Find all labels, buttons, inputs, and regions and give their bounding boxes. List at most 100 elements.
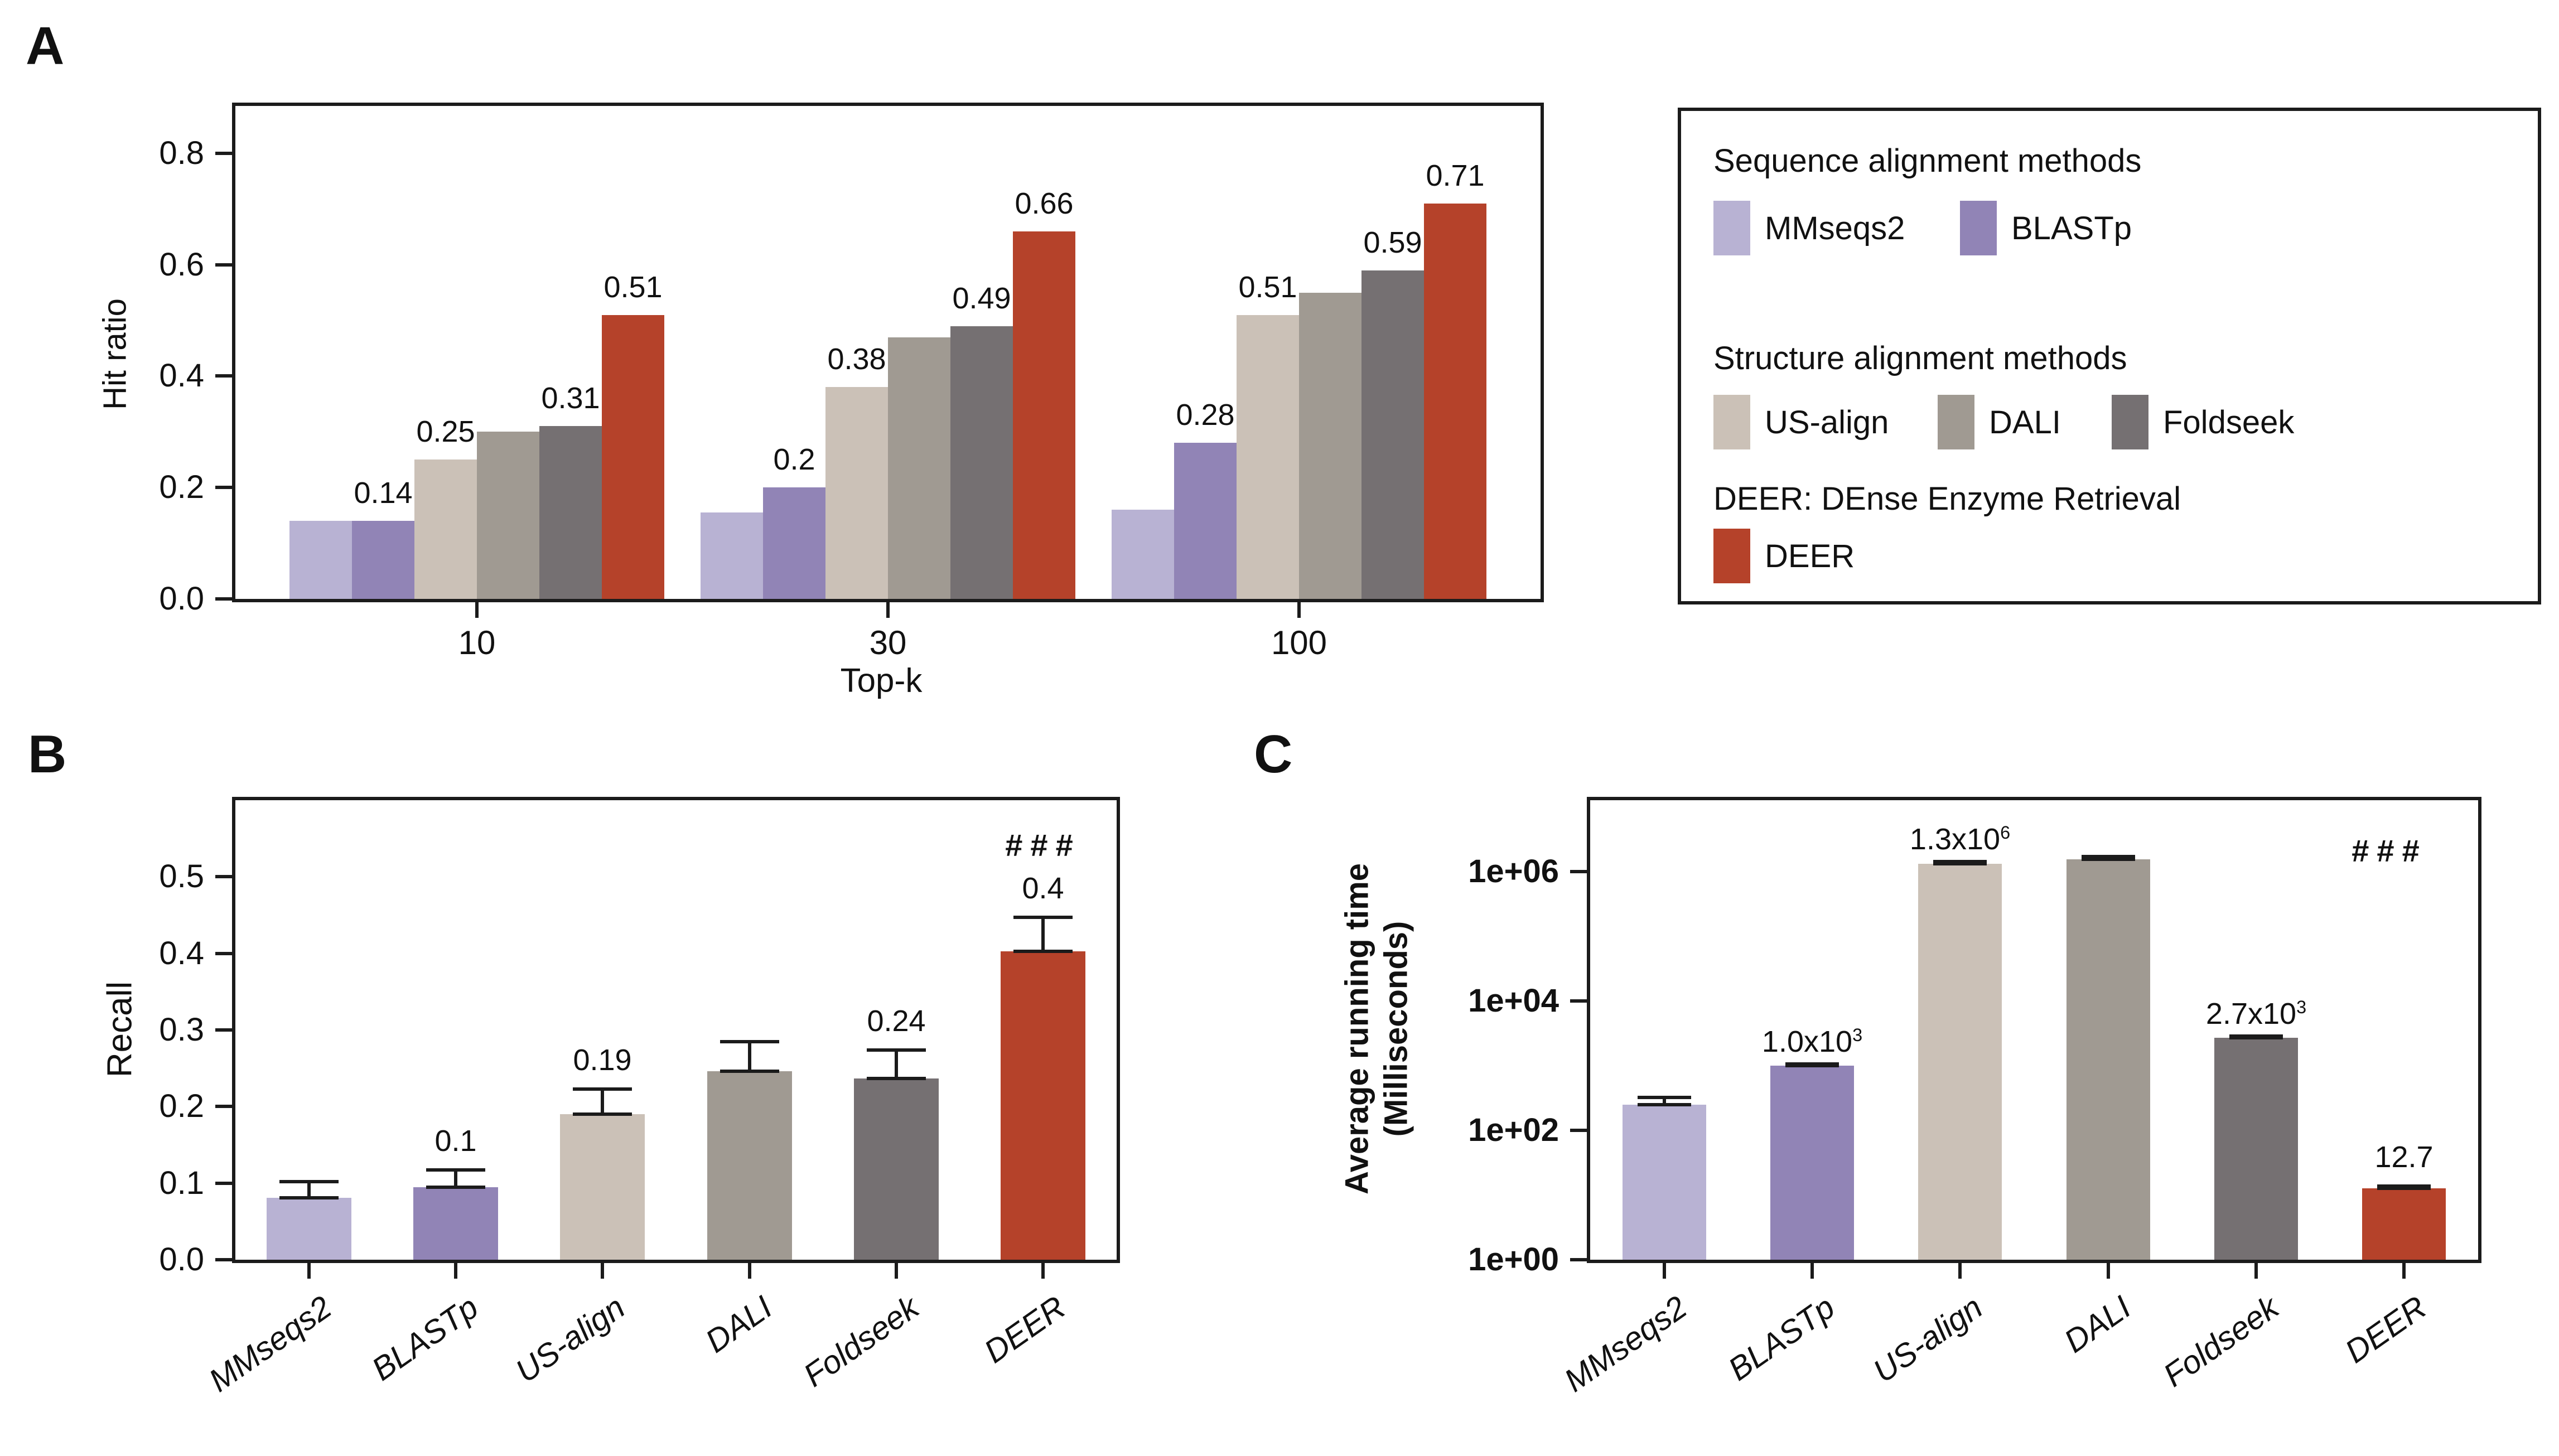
y-tick-mark — [215, 1258, 232, 1261]
value-label: 0.71 — [1426, 159, 1485, 192]
y-tick-label: 0.8 — [159, 135, 204, 171]
x-tick-label: 30 — [869, 624, 907, 661]
error-bar-cap-top — [426, 1168, 485, 1172]
y-tick-mark — [1570, 1258, 1587, 1261]
error-bar-cap-bottom — [867, 1077, 926, 1080]
value-label: 12.7 — [2374, 1140, 2434, 1174]
y-tick-label: 0.0 — [159, 1241, 204, 1278]
error-bar-cap-bottom — [2229, 1036, 2283, 1039]
error-bar-cap-bottom — [573, 1112, 632, 1116]
error-bar-whisker — [748, 1042, 751, 1072]
error-bar-cap-top — [2082, 855, 2135, 858]
error-bar-whisker — [1041, 917, 1045, 951]
bar-mmseqs2 — [1623, 1105, 1706, 1260]
x-tick-mark — [748, 1263, 751, 1279]
bar-dali — [707, 1071, 792, 1260]
runtime-y-axis-title: Average running time (Milliseconds) — [1338, 863, 1415, 1194]
bar-blastp — [1174, 443, 1237, 599]
y-tick-mark — [215, 1182, 232, 1185]
x-tick-mark — [307, 1263, 311, 1279]
legend-swatch-foldseek — [2112, 395, 2148, 449]
bar-blastp — [352, 521, 414, 599]
bar-us-align — [825, 387, 888, 599]
recall-y-axis-title: Recall — [100, 981, 139, 1078]
value-label: 0.14 — [354, 476, 413, 510]
legend-item-blastp: BLASTp — [1960, 201, 2132, 255]
error-bar-cap-bottom — [1933, 862, 1987, 865]
bar-blastp — [413, 1187, 498, 1260]
value-label: 2.7x103 — [2205, 997, 2307, 1031]
legend-sequence-title: Sequence alignment methods — [1713, 143, 2142, 179]
value-label: 0.2 — [773, 443, 815, 476]
legend-swatch-usalign — [1713, 395, 1750, 449]
bar-mmseqs2 — [1112, 510, 1174, 599]
bar-mmseqs2 — [267, 1198, 351, 1260]
y-tick-label: 1e+06 — [1468, 853, 1559, 889]
x-tick-mark — [1041, 1263, 1045, 1279]
bar-mmseqs2 — [289, 521, 352, 599]
y-tick-label: 0.2 — [159, 469, 204, 505]
legend-label-foldseek: Foldseek — [2163, 404, 2295, 441]
legend-label-usalign: US-align — [1765, 404, 1889, 441]
top-k-x-axis-title: Top-k — [840, 661, 923, 699]
legend-swatch-blastp — [1960, 201, 1997, 255]
y-tick-label: 0.3 — [159, 1012, 204, 1048]
y-tick-mark — [215, 952, 232, 955]
value-label: 1.3x106 — [1909, 823, 2011, 856]
error-bar-cap-bottom — [1785, 1064, 1839, 1067]
bar-dali — [888, 337, 950, 599]
value-label: 1.0x103 — [1761, 1025, 1863, 1058]
value-label: 0.19 — [573, 1043, 632, 1077]
error-bar-cap-bottom — [2377, 1187, 2431, 1190]
value-label: 0.31 — [541, 381, 600, 415]
bar-dali — [477, 432, 539, 599]
y-tick-label: 1e+00 — [1468, 1241, 1559, 1278]
bar-blastp — [1770, 1066, 1854, 1260]
significance-annotation: ### — [2352, 833, 2427, 868]
legend-swatch-dali — [1938, 395, 1974, 449]
error-bar-cap-top — [279, 1180, 339, 1183]
y-tick-label: 0.0 — [159, 581, 204, 617]
y-tick-mark — [215, 597, 232, 601]
error-bar-cap-bottom — [2082, 858, 2135, 861]
figure-deer-benchmark: A B C 0.0 0.2 0.4 0.6 0.8 0.14 0.25 0.31 0.51 10 0… — [26, 16, 2541, 1399]
bar-deer — [1013, 231, 1075, 599]
bar-us-align — [1918, 864, 2002, 1260]
runtime-y-axis-title-line1: Average running time — [1339, 863, 1375, 1195]
legend-label-mmseqs2: MMseqs2 — [1765, 210, 1905, 246]
legend-deer-row: DEER — [1713, 527, 2521, 585]
bar-deer — [1424, 204, 1486, 599]
legend-label-dali: DALI — [1989, 404, 2061, 441]
bar-foldseek — [1361, 270, 1424, 599]
bar-dali — [2066, 859, 2150, 1260]
error-bar-whisker — [895, 1050, 898, 1078]
y-tick-label: 0.4 — [159, 357, 204, 394]
y-tick-label: 0.1 — [159, 1165, 204, 1201]
legend-item-usalign: US-align — [1713, 395, 1938, 449]
bar-deer — [1001, 951, 1085, 1260]
legend-item-foldseek: Foldseek — [2112, 395, 2294, 449]
y-tick-mark — [215, 263, 232, 267]
legend-label-deer: DEER — [1765, 538, 1855, 574]
value-label: 0.4 — [1022, 872, 1064, 905]
y-tick-label: 0.6 — [159, 246, 204, 283]
recall-chart: 0.0 0.1 0.2 0.3 0.4 0.5 MMseqs2 0.1 BLASTp 0.19 US… — [159, 797, 1120, 1399]
x-tick-mark — [475, 602, 479, 618]
legend-deer-title: DEER: DEnse Enzyme Retrieval — [1713, 481, 2181, 517]
legend-box: Sequence alignment methods MMseqs2 BLAST… — [1678, 108, 2541, 604]
x-tick-mark — [1810, 1263, 1814, 1279]
x-tick-mark — [895, 1263, 898, 1279]
y-tick-label: 1e+02 — [1468, 1112, 1559, 1148]
x-tick-label: 10 — [458, 624, 496, 661]
error-bar-cap-bottom — [1638, 1103, 1691, 1106]
value-label: 0.66 — [1015, 187, 1074, 220]
panel-a-label: A — [26, 16, 65, 76]
y-tick-label: 1e+04 — [1468, 983, 1559, 1019]
y-tick-mark — [215, 875, 232, 878]
value-label: 0.49 — [952, 282, 1011, 315]
x-tick-mark — [2107, 1263, 2110, 1279]
bar-blastp — [763, 487, 825, 599]
error-bar-whisker — [454, 1170, 457, 1187]
bar-dali — [1299, 293, 1361, 599]
y-tick-label: 0.4 — [159, 935, 204, 971]
